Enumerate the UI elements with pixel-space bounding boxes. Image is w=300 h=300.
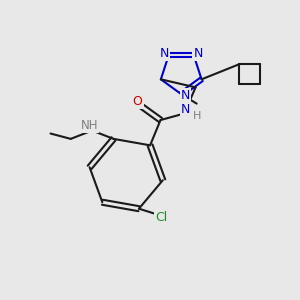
Text: N: N	[181, 89, 190, 102]
Text: N: N	[160, 47, 169, 60]
Text: NH: NH	[81, 119, 98, 132]
Text: Cl: Cl	[155, 211, 167, 224]
Text: N: N	[193, 47, 203, 60]
Text: N: N	[181, 103, 190, 116]
Text: H: H	[193, 112, 201, 122]
Text: O: O	[133, 95, 142, 108]
